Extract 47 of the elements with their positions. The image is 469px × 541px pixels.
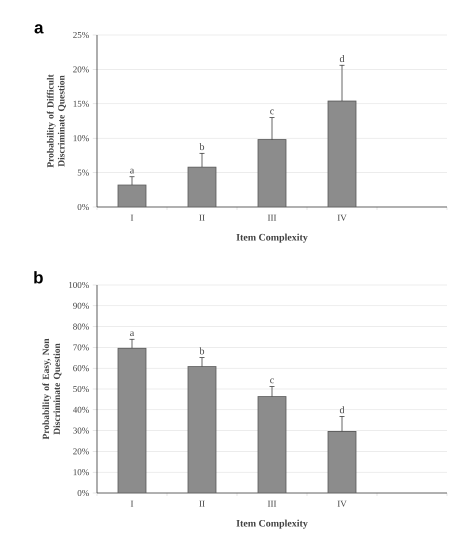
x-tick-label: I — [130, 500, 134, 507]
bar — [188, 166, 216, 207]
x-tick-label: IV — [338, 214, 347, 221]
y-tick-label: 100% — [69, 282, 89, 288]
y-tick-label: 20% — [73, 448, 89, 454]
y-tick-label: 10% — [74, 135, 89, 142]
chart-title: a — [34, 24, 44, 34]
x-tick-label: IV — [338, 500, 347, 507]
bar — [118, 184, 146, 207]
bar — [188, 366, 216, 493]
y-tick-label: 20% — [73, 66, 89, 72]
y-tick-label: 40% — [72, 406, 89, 413]
x-tick-label: III — [268, 500, 276, 507]
bar — [328, 431, 356, 493]
y-tick-label: 10% — [74, 469, 89, 476]
x-axis-title: Item Complexity — [236, 234, 308, 243]
y-tick-label: 15% — [74, 100, 89, 107]
bar — [258, 139, 286, 207]
annotation: a — [130, 331, 134, 336]
bar — [328, 100, 356, 207]
bar — [118, 348, 146, 493]
y-axis-title: Probability of Easy, Non Discriminate Question — [42, 338, 62, 440]
x-tick-label: III — [268, 214, 276, 221]
y-tick-label: 0% — [78, 204, 89, 210]
annotation: b — [200, 347, 204, 354]
y-tick-label: 90% — [73, 302, 89, 309]
annotation: c — [270, 110, 274, 114]
annotation: d — [340, 55, 344, 62]
x-tick-label: I — [130, 214, 134, 221]
y-tick-label: 30% — [73, 428, 89, 434]
y-tick-label: 50% — [73, 386, 89, 392]
bar — [258, 396, 286, 493]
y-tick-label: 80% — [73, 324, 89, 330]
x-axis-title: Item Complexity — [236, 520, 308, 529]
y-tick-label: 0% — [78, 490, 89, 496]
y-tick-label: 60% — [73, 365, 89, 372]
y-axis-title: Probability of Difficult Discriminate Question — [46, 74, 66, 168]
chart-title: b — [34, 271, 43, 284]
x-tick-label: II — [199, 500, 205, 507]
x-tick-label: II — [199, 214, 205, 221]
annotation: b — [200, 143, 204, 150]
annotation: c — [270, 378, 274, 384]
y-tick-label: 25% — [73, 32, 89, 38]
y-tick-label: 5% — [78, 170, 89, 176]
y-tick-label: 70% — [73, 344, 89, 350]
annotation: a — [130, 168, 134, 174]
annotation: d — [340, 406, 344, 414]
